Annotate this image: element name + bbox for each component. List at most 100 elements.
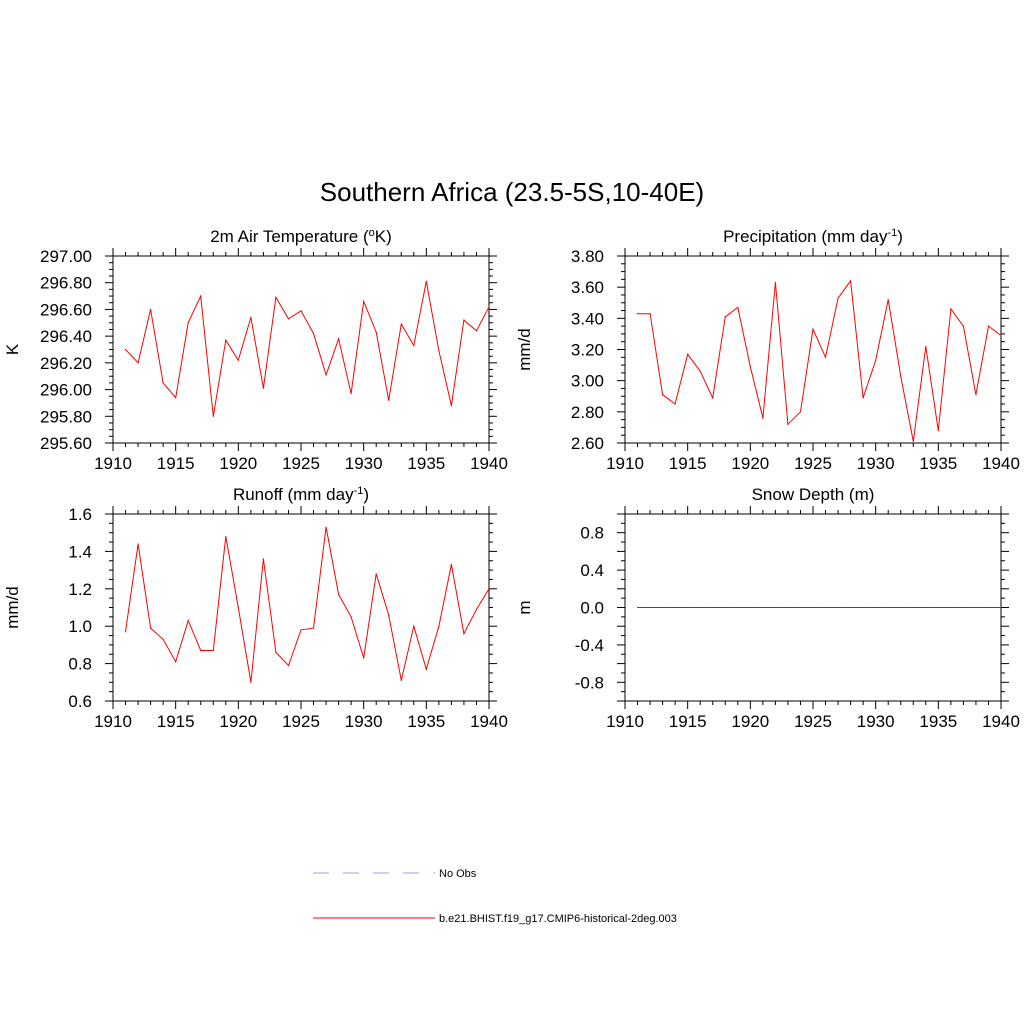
data-point xyxy=(275,651,277,653)
data-point xyxy=(225,339,227,341)
data-point xyxy=(463,633,465,635)
data-point xyxy=(425,668,427,670)
data-point xyxy=(687,353,689,355)
data-point xyxy=(212,415,214,417)
data-point xyxy=(413,344,415,347)
data-points-runoff xyxy=(124,526,490,683)
data-point xyxy=(363,657,365,659)
x-tick-label: 1925 xyxy=(794,712,832,731)
data-point xyxy=(463,319,465,321)
panel-title-precipitation: Precipitation (mm day-1) xyxy=(723,227,903,246)
data-point xyxy=(438,625,440,627)
y-tick-label: 3.80 xyxy=(571,247,604,266)
data-point xyxy=(325,526,327,528)
data-point xyxy=(475,608,478,610)
data-point xyxy=(636,313,639,315)
x-tick-label: 1920 xyxy=(731,712,769,731)
x-tick-label: 1925 xyxy=(282,712,320,731)
data-point xyxy=(312,332,315,335)
data-point xyxy=(900,375,902,377)
y-axis-label-temperature: K xyxy=(3,343,22,355)
data-point xyxy=(699,370,701,372)
data-point xyxy=(950,606,952,609)
data-points-snow-depth xyxy=(636,606,1002,609)
x-tick-label: 1920 xyxy=(219,454,257,473)
x-tick-label: 1915 xyxy=(669,712,707,731)
data-point xyxy=(762,606,764,609)
data-point xyxy=(862,606,864,609)
data-points-precipitation xyxy=(636,280,1002,443)
panel-temperature: 2m Air Temperature (oK) K 1910 1915 1920 1925… xyxy=(3,227,508,473)
data-point xyxy=(975,394,977,396)
data-point xyxy=(237,359,239,361)
data-point xyxy=(824,606,827,609)
y-tick-label: 295.80 xyxy=(40,407,92,426)
data-point xyxy=(162,382,164,384)
data-point xyxy=(300,629,302,631)
y-ticks-runoff xyxy=(105,513,497,702)
data-point xyxy=(250,681,252,683)
x-tick-label: 1940 xyxy=(982,712,1020,731)
data-point xyxy=(774,281,777,284)
y-tick-label: 3.40 xyxy=(571,309,604,328)
y-ticks-precipitation xyxy=(617,255,1009,444)
data-point xyxy=(175,396,177,399)
data-point xyxy=(312,627,315,629)
x-tick-label: 1915 xyxy=(669,454,707,473)
legend-model-label: b.e21.BHIST.f19_g17.CMIP6-historical-2de… xyxy=(439,913,677,925)
data-point xyxy=(737,606,739,609)
x-tick-label: 1940 xyxy=(470,454,508,473)
data-point xyxy=(662,394,664,396)
data-point xyxy=(900,606,902,609)
x-tick-label: 1930 xyxy=(857,712,895,731)
data-point xyxy=(137,543,139,545)
data-point xyxy=(438,350,440,352)
x-tick-label: 1910 xyxy=(606,712,644,731)
data-point xyxy=(338,338,340,340)
data-point xyxy=(363,300,365,303)
data-point xyxy=(824,356,827,358)
data-point xyxy=(762,417,764,419)
data-point xyxy=(350,616,352,618)
data-point xyxy=(400,679,402,682)
y-tick-label: 0.8 xyxy=(68,655,92,674)
data-point xyxy=(912,606,914,609)
legend-no-obs-label: No Obs xyxy=(439,868,477,880)
data-point xyxy=(850,280,852,282)
y-ticks-temperature xyxy=(105,255,497,444)
data-point xyxy=(124,631,127,633)
panel-grid: 2m Air Temperature (oK) K 1910 1915 1920 1925… xyxy=(3,227,1020,731)
data-point xyxy=(450,563,452,566)
x-tick-label: 1935 xyxy=(919,712,957,731)
data-point xyxy=(674,403,676,405)
data-point xyxy=(287,318,290,320)
data-point xyxy=(749,606,751,609)
x-ticks-runoff xyxy=(112,506,490,709)
data-point xyxy=(724,316,726,318)
data-point xyxy=(275,296,277,299)
data-point xyxy=(987,606,990,609)
data-point xyxy=(225,535,227,538)
data-point xyxy=(724,606,726,609)
y-tick-label: 296.80 xyxy=(40,274,92,293)
data-point xyxy=(712,397,714,399)
data-point xyxy=(962,325,965,327)
data-point xyxy=(875,606,877,609)
data-point xyxy=(425,280,427,282)
y-tick-label: -0.4 xyxy=(575,636,604,655)
data-point xyxy=(687,606,689,609)
data-point xyxy=(799,411,802,413)
data-point xyxy=(250,316,252,319)
x-tick-label: 1935 xyxy=(919,454,957,473)
data-point xyxy=(649,313,651,315)
data-point xyxy=(150,627,152,629)
x-tick-label: 1925 xyxy=(282,454,320,473)
y-tick-label: -0.8 xyxy=(575,673,604,692)
x-ticks-precipitation xyxy=(624,248,1002,451)
y-axis-label-precipitation: mm/d xyxy=(515,328,534,371)
data-point xyxy=(237,606,239,609)
legend: No Obs b.e21.BHIST.f19_g17.CMIP6-histori… xyxy=(313,868,677,925)
data-point xyxy=(975,606,977,609)
y-tick-label: 2.60 xyxy=(571,434,604,453)
